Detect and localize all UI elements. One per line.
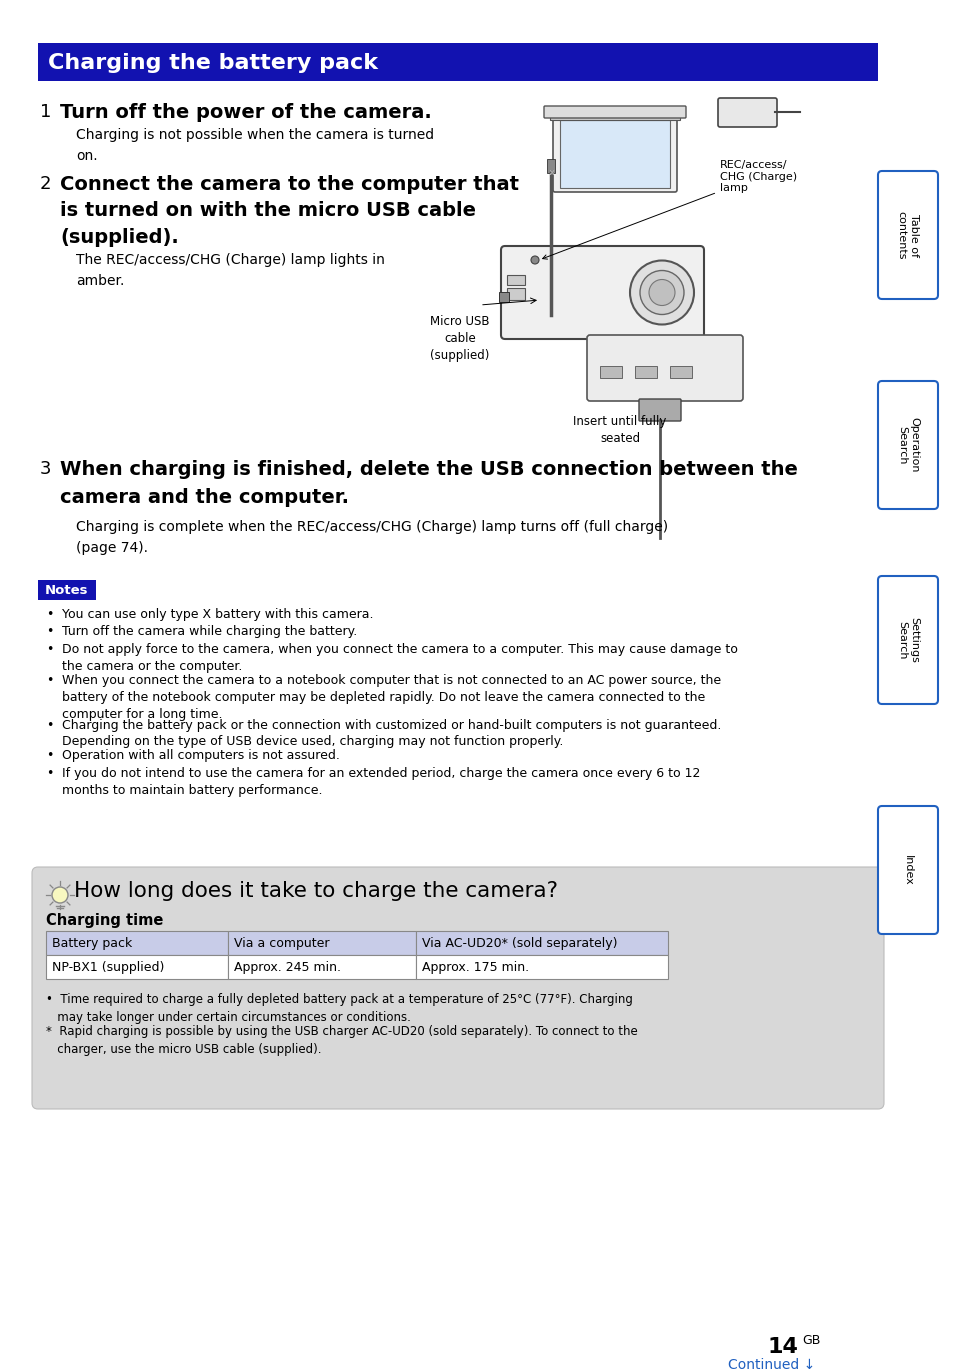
Text: Operation
Search: Operation Search [896,418,919,472]
Text: Battery pack: Battery pack [52,938,132,950]
Circle shape [531,256,538,264]
Text: Via a computer: Via a computer [233,938,329,950]
Text: REC/access/
CHG (Charge)
lamp: REC/access/ CHG (Charge) lamp [542,160,797,259]
Text: •: • [47,767,53,780]
Text: 3: 3 [40,460,51,478]
Bar [46,931,228,956]
Text: Continued ↓: Continued ↓ [727,1358,814,1369]
Text: How long does it take to charge the camera?: How long does it take to charge the came… [74,882,558,901]
Text: Charging the battery pack: Charging the battery pack [48,53,377,73]
Circle shape [648,279,675,305]
Circle shape [629,260,693,324]
FancyBboxPatch shape [639,398,680,422]
Text: Charging the battery pack or the connection with customized or hand-built comput: Charging the battery pack or the connect… [62,719,720,749]
Bar [38,580,96,600]
FancyBboxPatch shape [877,806,937,934]
Bar [506,275,524,285]
Text: Turn off the power of the camera.: Turn off the power of the camera. [60,103,432,122]
Text: The REC/access/CHG (Charge) lamp lights in
amber.: The REC/access/CHG (Charge) lamp lights … [76,253,384,287]
Bar [416,931,667,956]
Text: If you do not intend to use the camera for an extended period, charge the camera: If you do not intend to use the camera f… [62,767,700,797]
FancyBboxPatch shape [877,576,937,704]
Text: 1: 1 [40,103,51,120]
Text: Index: Index [902,854,912,886]
Text: ⚔: ⚔ [547,170,554,177]
Text: NP-BX1 (supplied): NP-BX1 (supplied) [52,961,164,975]
Text: Approx. 175 min.: Approx. 175 min. [421,961,529,975]
Text: You can use only type X battery with this camera.: You can use only type X battery with thi… [62,608,374,622]
Text: Turn off the camera while charging the battery.: Turn off the camera while charging the b… [62,626,356,638]
Text: 2: 2 [40,175,51,193]
Bar [545,315,556,329]
Bar [635,366,657,378]
Bar [228,931,416,956]
Bar [46,956,228,979]
Text: GB: GB [801,1333,820,1347]
Text: •: • [47,719,53,731]
Text: When you connect the camera to a notebook computer that is not connected to an A: When you connect the camera to a noteboo… [62,674,720,721]
Text: Table of
contents: Table of contents [896,211,919,259]
Text: Charging time: Charging time [46,913,163,928]
Text: •: • [47,608,53,622]
Bar [546,159,555,172]
FancyBboxPatch shape [553,114,677,192]
Text: •: • [47,749,53,763]
Text: Micro USB
cable
(supplied): Micro USB cable (supplied) [430,315,489,361]
Text: •  Time required to charge a fully depleted battery pack at a temperature of 25°: • Time required to charge a fully deplet… [46,993,632,1024]
Bar [550,112,679,120]
Text: 14: 14 [766,1338,797,1357]
Bar [228,956,416,979]
Bar [38,42,877,81]
FancyBboxPatch shape [877,381,937,509]
Bar [416,956,667,979]
FancyBboxPatch shape [877,171,937,298]
Text: •: • [47,674,53,687]
Text: camera and the computer.: camera and the computer. [60,487,349,507]
Text: *  Rapid charging is possible by using the USB charger AC-UD20 (sold separately): * Rapid charging is possible by using th… [46,1025,638,1055]
FancyBboxPatch shape [32,867,883,1109]
Bar [669,366,691,378]
Text: Insert until fully
seated: Insert until fully seated [573,415,666,445]
Text: Operation with all computers is not assured.: Operation with all computers is not assu… [62,749,339,763]
Text: Charging is complete when the REC/access/CHG (Charge) lamp turns off (full charg: Charging is complete when the REC/access… [76,520,667,554]
Bar [498,292,509,303]
Circle shape [52,887,68,904]
FancyBboxPatch shape [586,335,742,401]
Text: Connect the camera to the computer that
is turned on with the micro USB cable
(s: Connect the camera to the computer that … [60,175,518,246]
Text: Charging is not possible when the camera is turned
on.: Charging is not possible when the camera… [76,127,434,163]
Text: Notes: Notes [45,585,89,597]
Circle shape [639,271,683,315]
Bar [599,366,621,378]
Bar [506,287,524,300]
Text: Via AC-UD20* (sold separately): Via AC-UD20* (sold separately) [421,938,617,950]
Text: Settings
Search: Settings Search [896,617,919,663]
Text: •: • [47,626,53,638]
Text: •: • [47,643,53,656]
Text: When charging is finished, delete the USB connection between the: When charging is finished, delete the US… [60,460,797,479]
FancyBboxPatch shape [718,99,776,127]
Bar [559,120,669,188]
Text: Approx. 245 min.: Approx. 245 min. [233,961,340,975]
FancyBboxPatch shape [543,105,685,118]
Text: Do not apply force to the camera, when you connect the camera to a computer. Thi: Do not apply force to the camera, when y… [62,643,737,674]
FancyBboxPatch shape [500,246,703,340]
